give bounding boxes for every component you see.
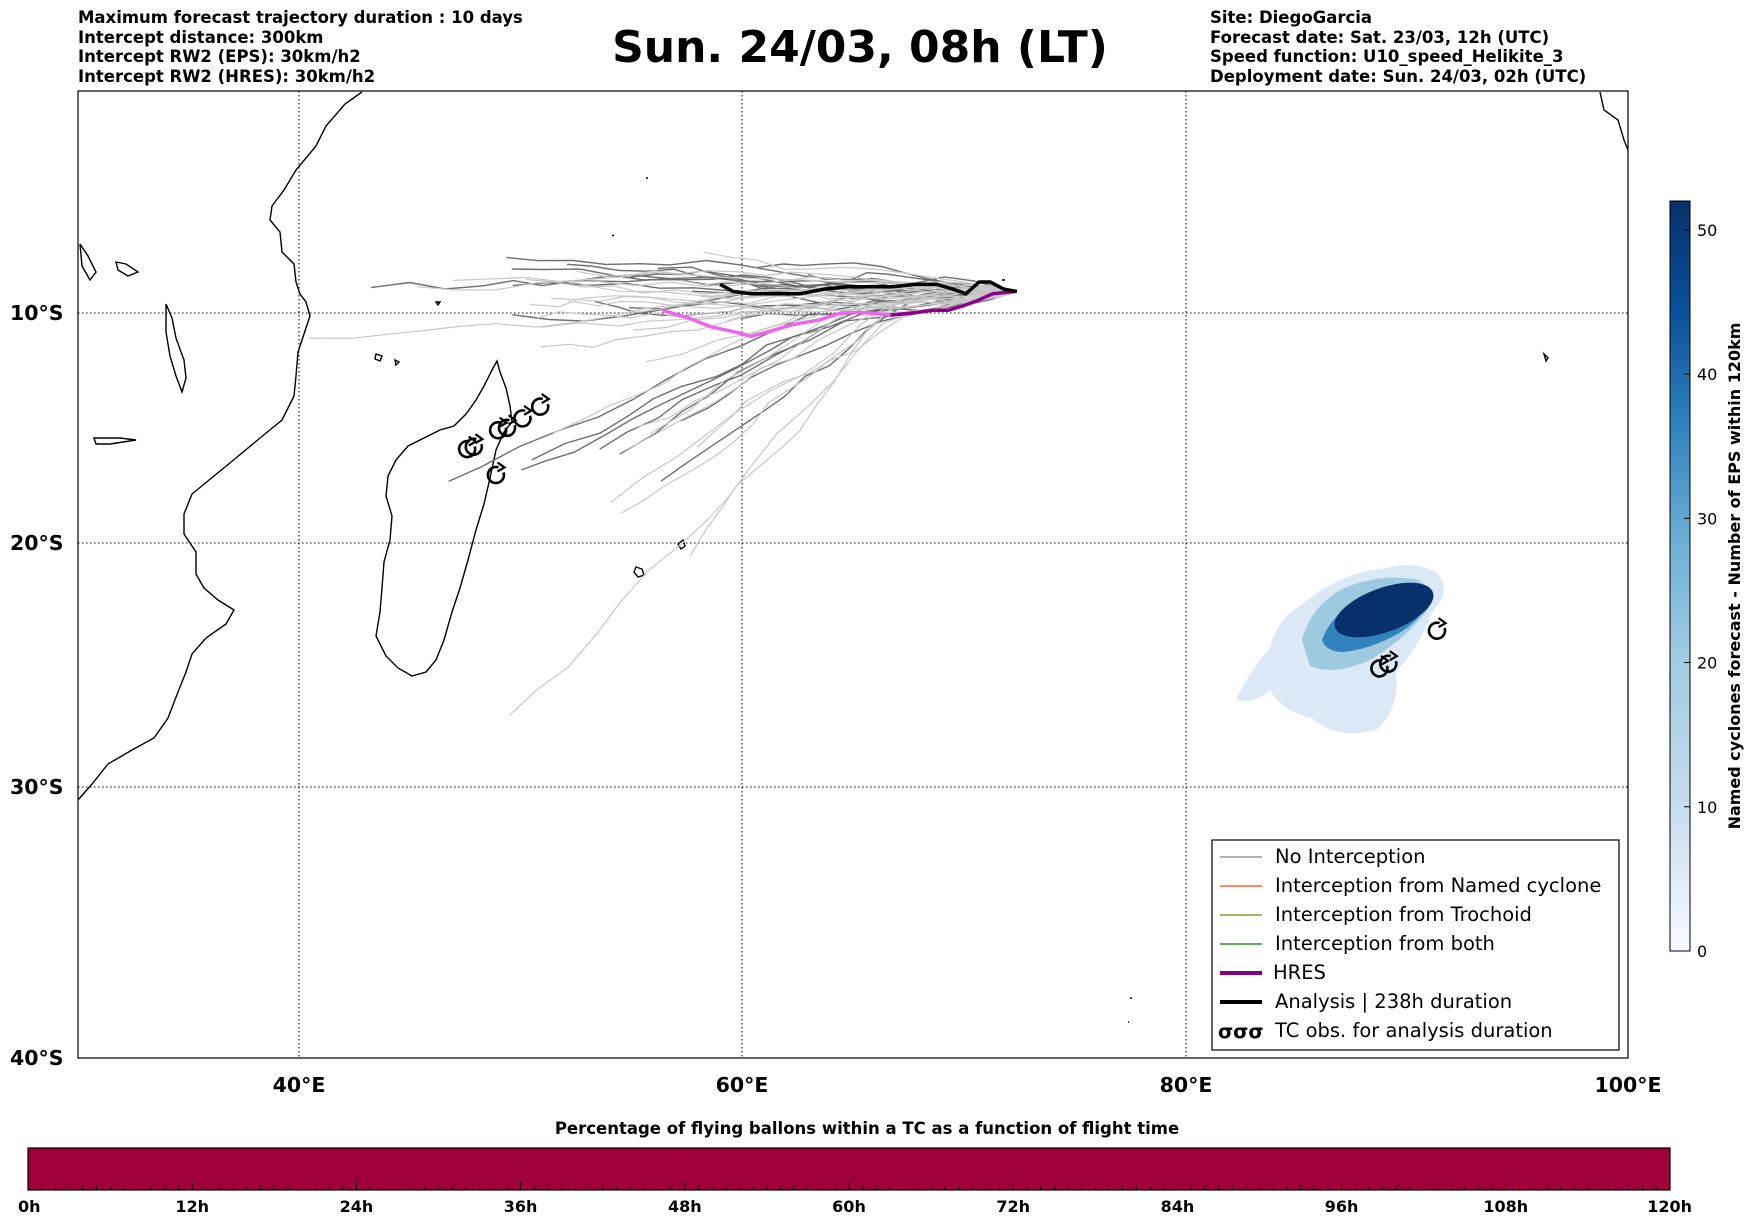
intercept-hres-text: Intercept RW2 (HRES): 30km/h2 <box>78 66 376 86</box>
gridlines <box>78 91 1628 1058</box>
page-title: Sun. 24/03, 08h (LT) <box>612 22 1108 73</box>
flight-bar-tick-label: 108h <box>1483 1197 1528 1216</box>
tc-obs-marker <box>486 461 507 485</box>
lat-label-20s: 20°S <box>10 531 64 555</box>
legend-named-cyclone: Interception from Named cyclone <box>1275 874 1601 897</box>
colorbar-tick-label: 30 <box>1697 509 1717 528</box>
lat-label-30s: 30°S <box>10 775 64 799</box>
flight-bar-tick-label: 48h <box>668 1197 702 1216</box>
colorbar-gradient <box>1669 200 1691 952</box>
top-right-coast <box>1599 91 1628 151</box>
lon-label-60e: 60°E <box>716 1073 769 1097</box>
eps-trajectory-line <box>703 251 1017 293</box>
mascarene-islands <box>633 538 686 578</box>
map-frame <box>77 90 1629 1059</box>
lat-label-40s: 40°S <box>10 1046 64 1070</box>
hres-track-early <box>662 308 891 339</box>
analysis-track <box>719 280 1018 296</box>
legend-analysis: Analysis | 238h duration <box>1275 990 1512 1013</box>
flight-bar-tick-label: 36h <box>504 1197 538 1216</box>
colorbar-tick-label: 50 <box>1697 221 1717 240</box>
tc-obs-marker <box>530 393 551 416</box>
flight-bar-tick-label: 24h <box>340 1197 374 1216</box>
tc-observations <box>457 393 1448 678</box>
colorbar-tick-label: 20 <box>1697 654 1717 673</box>
lake-malawi <box>165 303 187 395</box>
lon-label-100e: 100°E <box>1594 1073 1661 1097</box>
legend-both: Interception from both <box>1275 932 1495 955</box>
eps-trajectory-line <box>308 288 1017 339</box>
lake-south <box>93 437 137 445</box>
eps-trajectory-line <box>620 290 1018 514</box>
lat-label-10s: 10°S <box>10 301 64 325</box>
legend-trochoid: Interception from Trochoid <box>1275 903 1532 926</box>
flight-time-bar: Percentage of flying ballons within a TC… <box>18 1119 1692 1216</box>
flight-bar-tick-label: 84h <box>1161 1197 1195 1216</box>
flight-bar-title: Percentage of flying ballons within a TC… <box>555 1119 1179 1138</box>
hres-track-late <box>890 289 1015 317</box>
tc-obs-marker <box>513 404 534 428</box>
tc-obs-marker <box>1379 650 1399 673</box>
eps-trajectory-line <box>536 287 1017 319</box>
colorbar-tick-label: 0 <box>1697 942 1707 961</box>
legend: No Interception Interception from Named … <box>1211 839 1620 1051</box>
eps-trajectory-line <box>521 288 1017 471</box>
cyclone-colorbar: 0 10 20 30 40 50 Named cyclones forecast - Nu… <box>1669 200 1744 961</box>
flight-bar-ticks: 0h 12h 24h 36h 48h 60h 72h 84h 96h 108h 120h <box>18 1182 1692 1216</box>
colorbar-ticks: 0 10 20 30 40 50 <box>1684 221 1717 961</box>
eps-trajectory-line <box>568 290 1017 310</box>
tc-obs-marker <box>1427 617 1448 640</box>
legend-no-interception: No Interception <box>1275 845 1426 868</box>
intercept-distance-text: Intercept distance: 300km <box>78 27 324 47</box>
forecast-parameters: Maximum forecast trajectory duration : 1… <box>78 8 523 86</box>
intercept-eps-text: Intercept RW2 (EPS): 30km/h2 <box>78 47 361 66</box>
lon-label-40e: 40°E <box>273 1073 326 1097</box>
tc-obs-marker <box>464 433 485 456</box>
tc-obs-marker <box>488 416 509 440</box>
speed-function-text: Speed function: U10_speed_Helikite_3 <box>1210 47 1564 66</box>
deployment-date-text: Deployment date: Sun. 24/03, 02h (UTC) <box>1210 66 1587 86</box>
lake-tanganyika <box>115 261 140 277</box>
eps-trajectory-line <box>529 285 1018 308</box>
eps-trajectory-line <box>552 286 1017 434</box>
legend-tc-obs-symbol: σσσ <box>1218 1020 1264 1043</box>
flight-bar-tick-label: 96h <box>1325 1197 1359 1216</box>
flight-bar-tick-label: 120h <box>1647 1197 1692 1216</box>
site-info: Site: DiegoGarcia Forecast date: Sat. 23… <box>1210 8 1586 86</box>
chagos <box>1002 279 1549 363</box>
colorbar-tick-label: 10 <box>1697 798 1717 817</box>
eps-trajectory-line <box>700 290 1017 300</box>
eps-trajectory-line <box>610 290 1018 503</box>
eps-trajectory-line <box>525 278 1017 295</box>
cyclone-density <box>1236 565 1444 734</box>
site-text: Site: DiegoGarcia <box>1210 8 1373 27</box>
lake-victoria <box>79 243 97 282</box>
colorbar-tick-label: 40 <box>1697 365 1717 384</box>
flight-bar-tick-label: 0h <box>18 1197 41 1216</box>
max-duration-text: Maximum forecast trajectory duration : 1… <box>78 8 523 27</box>
legend-tc-obs: TC obs. for analysis duration <box>1274 1019 1553 1042</box>
hres-and-analysis <box>662 280 1018 339</box>
africa-coast <box>78 91 363 801</box>
madagascar-coast <box>375 359 513 677</box>
flight-bar-tick-label: 72h <box>996 1197 1030 1216</box>
colorbar-label: Named cyclones forecast - Number of EPS … <box>1725 323 1744 830</box>
coastlines <box>78 91 1628 1023</box>
forecast-date-text: Forecast date: Sat. 23/03, 12h (UTC) <box>1210 27 1550 47</box>
map-content <box>78 91 1628 1058</box>
flight-bar-tick-label: 12h <box>175 1197 209 1216</box>
legend-box <box>1211 839 1620 1051</box>
seychelles <box>434 177 648 307</box>
flight-bar-tick-label: 60h <box>832 1197 866 1216</box>
legend-hres: HRES <box>1273 961 1326 984</box>
comoros-islands <box>374 353 401 367</box>
eps-trajectory-line <box>619 290 1018 455</box>
amsterdam-islands <box>1128 997 1132 1023</box>
lon-label-80e: 80°E <box>1160 1073 1213 1097</box>
eps-trajectory-line <box>619 290 1018 454</box>
